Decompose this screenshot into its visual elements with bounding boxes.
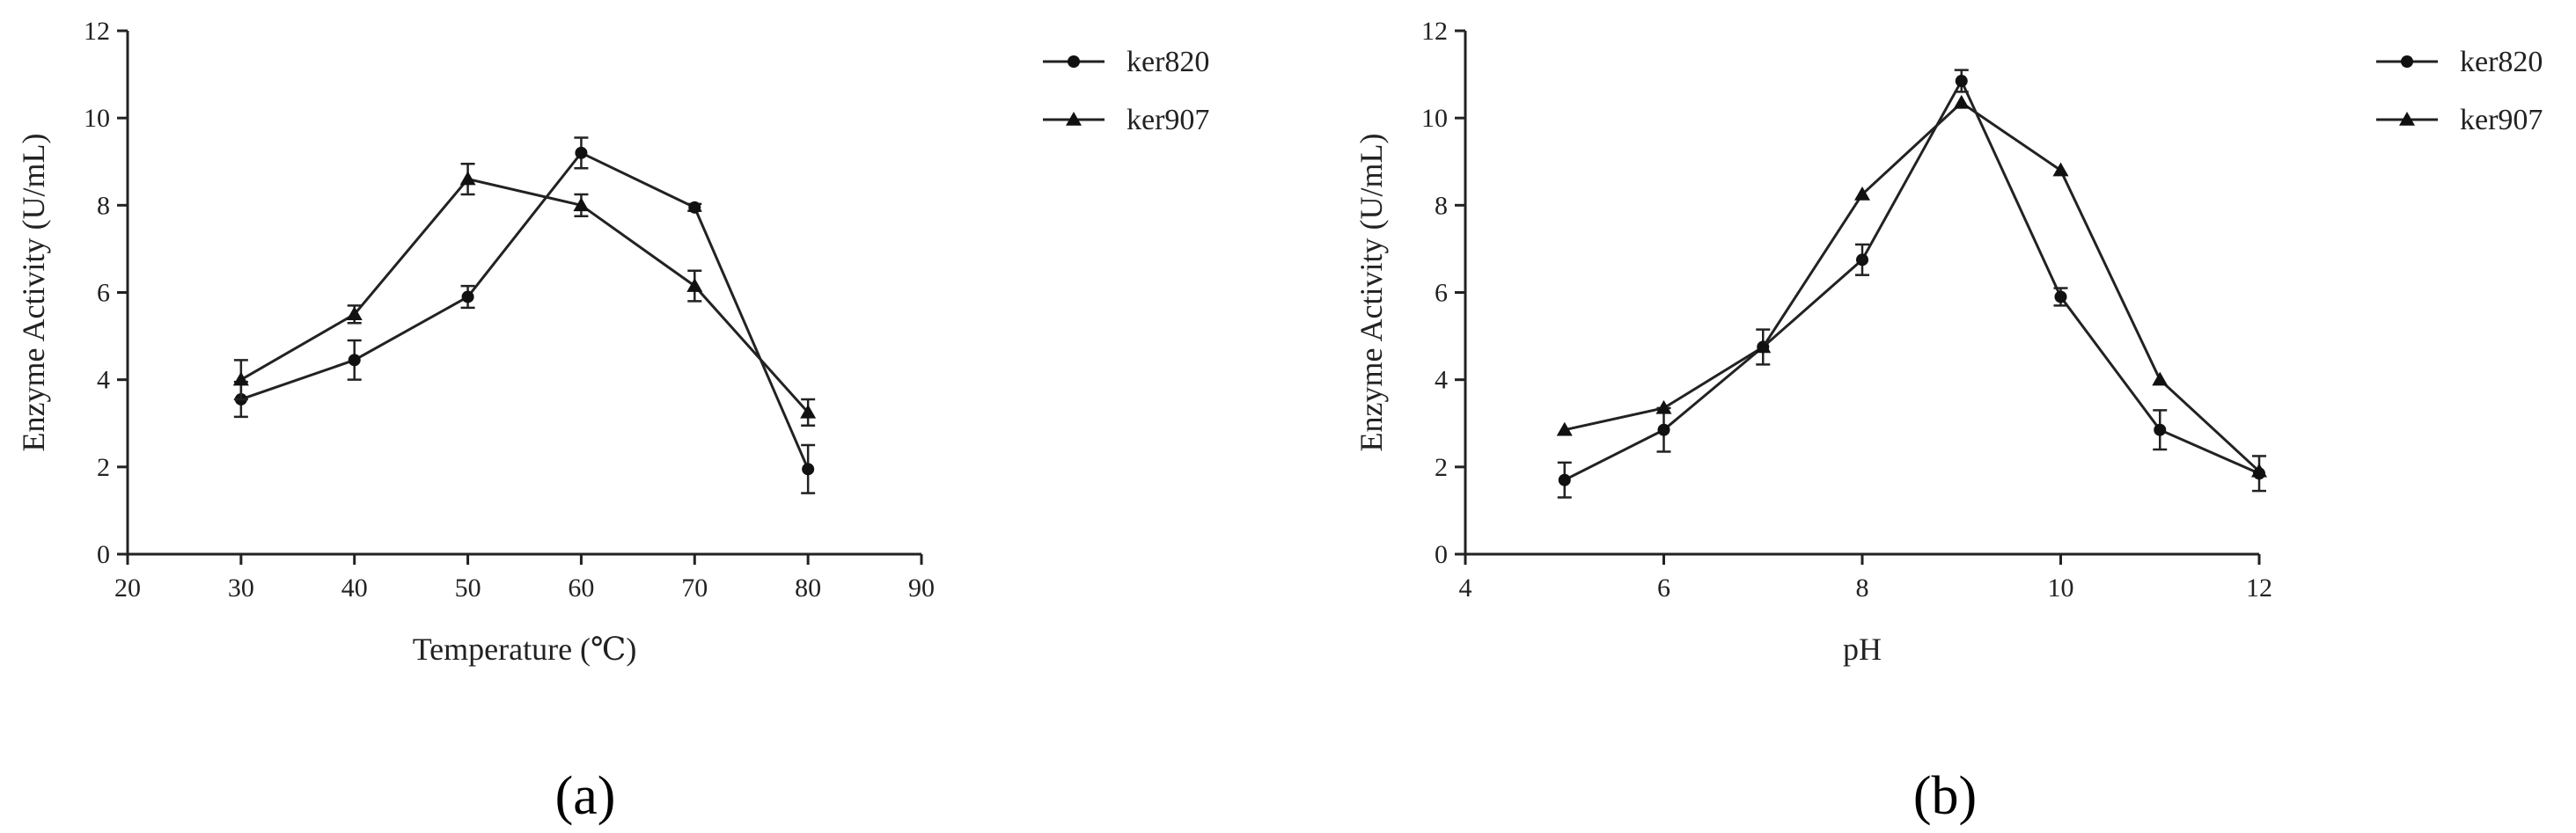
- y-tick-label: 8: [1435, 191, 1448, 220]
- data-point-ker820: [1657, 423, 1670, 436]
- data-point-ker907: [346, 306, 363, 321]
- data-point-ker907: [1755, 339, 1772, 354]
- x-tick-label: 90: [908, 574, 935, 603]
- series-ker820: [233, 136, 816, 494]
- data-point-ker820: [1558, 473, 1571, 486]
- chart-a-temperature: 20 30 40 50 60 70 80 90 0 2 4 6 8 10 12 Temperature (℃)…: [16, 17, 1209, 826]
- y-tick-label: 0: [1435, 540, 1448, 569]
- legend-marker-ker820: [1068, 55, 1080, 68]
- legend: ker820 ker907: [1043, 46, 1209, 136]
- data-point-ker820: [348, 354, 361, 367]
- series-ker820: [1557, 69, 2266, 499]
- x-axis-title: Temperature (℃): [413, 632, 637, 667]
- y-axis-title: Enzyme Activity (U/mL): [16, 134, 51, 452]
- x-tick-label: 50: [455, 574, 481, 603]
- x-tick-label: 6: [1657, 574, 1670, 603]
- data-point-ker820: [688, 201, 701, 214]
- legend-label: ker907: [2460, 104, 2543, 136]
- chart-b-ph: 4 6 8 10 12 0 2 4 6 8 10 12 pH Enzyme Activity (U/mL)…: [1354, 17, 2543, 826]
- data-point-ker907: [1953, 94, 1970, 109]
- x-tick-label: 60: [568, 574, 594, 603]
- series-line-ker907: [240, 177, 810, 413]
- data-point-ker820: [1955, 75, 1968, 88]
- x-tick-label: 12: [2246, 574, 2272, 603]
- y-tick-label: 2: [1435, 453, 1448, 482]
- x-tick-label: 10: [2048, 574, 2074, 603]
- data-point-ker820: [1856, 253, 1868, 267]
- data-point-ker820: [461, 290, 474, 303]
- series-ker907: [232, 162, 817, 427]
- x-axis-title: pH: [1843, 632, 1882, 667]
- legend-label: ker820: [1127, 46, 1209, 78]
- x-tick-label: 40: [341, 574, 368, 603]
- x-tick-label: 70: [681, 574, 708, 603]
- series-ker907: [1556, 94, 2267, 478]
- panel-label: (a): [555, 766, 616, 826]
- panel-label: (b): [1913, 766, 1977, 826]
- series-line-ker820: [1564, 77, 2260, 482]
- y-tick-label: 4: [97, 366, 110, 395]
- x-tick-label: 30: [228, 574, 254, 603]
- data-point-ker820: [2154, 423, 2167, 436]
- data-point-ker820: [802, 463, 815, 476]
- data-point-ker907: [232, 371, 249, 386]
- data-point-ker907: [1854, 186, 1870, 201]
- data-point-ker907: [2251, 463, 2267, 478]
- x-tick-label: 4: [1459, 574, 1472, 603]
- data-point-ker907: [1556, 421, 1573, 436]
- data-point-ker907: [459, 171, 476, 186]
- y-axis-title: Enzyme Activity (U/mL): [1354, 134, 1389, 452]
- y-tick-label: 6: [97, 279, 110, 308]
- y-tick-label: 10: [1421, 104, 1448, 133]
- data-point-ker907: [2152, 371, 2169, 386]
- y-tick-label: 12: [1421, 17, 1448, 46]
- x-tick-label: 8: [1856, 574, 1869, 603]
- y-tick-label: 4: [1435, 366, 1448, 395]
- y-tick-label: 2: [97, 453, 110, 482]
- legend-marker-ker907: [2399, 112, 2415, 126]
- x-tick-label: 20: [114, 574, 141, 603]
- legend: ker820 ker907: [2376, 46, 2543, 136]
- data-point-ker907: [573, 197, 590, 212]
- x-tick-label: 80: [795, 574, 821, 603]
- legend-marker-ker907: [1066, 112, 1082, 126]
- data-point-ker907: [800, 404, 817, 419]
- y-tick-label: 6: [1435, 279, 1448, 308]
- series-line-ker907: [1564, 100, 2261, 472]
- legend-label: ker907: [1127, 104, 1209, 136]
- y-tick-label: 12: [84, 17, 110, 46]
- y-tick-label: 0: [97, 540, 110, 569]
- data-point-ker907: [1655, 399, 1672, 414]
- y-tick-label: 10: [84, 104, 110, 133]
- data-point-ker907: [2052, 162, 2069, 177]
- y-tick-label: 8: [97, 191, 110, 220]
- series-line-ker820: [240, 150, 810, 470]
- data-point-ker820: [2054, 290, 2067, 303]
- data-point-ker907: [686, 278, 703, 292]
- legend-label: ker820: [2460, 46, 2543, 78]
- data-point-ker820: [575, 146, 588, 159]
- legend-marker-ker820: [2401, 55, 2413, 68]
